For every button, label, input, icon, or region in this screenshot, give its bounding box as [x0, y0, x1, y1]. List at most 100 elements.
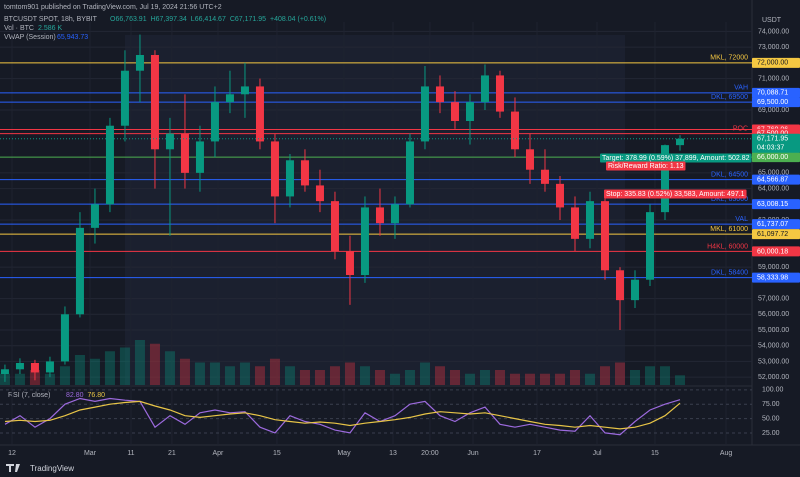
volume-bar — [194, 362, 205, 385]
current-price-label: 67,171.95 — [757, 136, 788, 143]
volume-bar — [389, 373, 400, 385]
x-tick-label: 12 — [8, 450, 16, 457]
candle-body — [375, 207, 384, 224]
price-box — [752, 246, 800, 257]
level-label: DKL, 58400 — [711, 269, 748, 276]
vwap-value: 65,943.73 — [57, 34, 88, 41]
x-tick-label: 11 — [127, 450, 134, 457]
candle-body — [0, 369, 9, 374]
price-box — [752, 152, 800, 163]
volume-bar — [674, 375, 685, 385]
session-range — [125, 35, 625, 385]
volume-bar — [179, 358, 190, 385]
candle-body — [225, 94, 234, 103]
price-box-label: 58,333.98 — [757, 274, 788, 281]
candle-body — [75, 227, 84, 315]
symbol: BTCUSDT SPOT, 18h, BYBIT — [4, 16, 98, 23]
volume-bar — [644, 366, 655, 385]
volume-bar — [659, 366, 670, 385]
volume-bar — [74, 355, 85, 385]
level-label: POC — [733, 125, 748, 132]
volume-bar — [569, 370, 580, 385]
volume-bar — [164, 351, 175, 385]
volume-bar — [599, 366, 610, 385]
y-tick-label: 59,000.00 — [758, 264, 789, 271]
candle-body — [510, 111, 519, 150]
x-tick-label: 15 — [651, 450, 659, 457]
level-label: H4KL, 60000 — [707, 243, 748, 250]
y-tick-label: 55,000.00 — [758, 327, 789, 334]
candle-body — [540, 169, 549, 184]
ohlc-value: L66,414.67 — [191, 16, 226, 23]
volume-value: 2.586 K — [38, 25, 62, 32]
x-tick-label: 20:00 — [421, 450, 439, 457]
price-box — [752, 87, 800, 98]
candle-body — [30, 363, 39, 373]
trade-annotation: Stop: 335.83 (0.52%) 33,583, Amount: 497… — [606, 191, 745, 198]
candle-body — [135, 55, 144, 71]
candle-body — [180, 133, 189, 173]
x-tick-label: Jun — [467, 450, 478, 457]
volume-bar — [344, 362, 355, 385]
volume-bar — [119, 347, 130, 385]
candle-body — [210, 102, 219, 142]
price-box — [752, 229, 800, 240]
y-tick-label: 53,000.00 — [758, 358, 789, 365]
candle-body — [60, 314, 69, 362]
candle-body — [615, 270, 624, 301]
y-tick-label: 50.00 — [762, 415, 780, 422]
volume-bar — [14, 373, 25, 385]
rsi-legend-value: 82.80 — [66, 392, 84, 399]
volume-bar — [479, 370, 490, 385]
candle-body — [405, 141, 414, 205]
candle-body — [480, 75, 489, 103]
price-box-label: 66,000.00 — [757, 154, 788, 161]
volume-bar — [254, 366, 265, 385]
candle-body — [195, 141, 204, 173]
price-box-label: 72,000.00 — [757, 60, 788, 67]
candle-body — [435, 86, 444, 103]
price-box — [752, 97, 800, 108]
level-label: VAH — [734, 85, 748, 92]
candle-body — [450, 102, 459, 121]
y-tick-label: 56,000.00 — [758, 311, 789, 318]
candle-body — [45, 361, 54, 373]
level-label: MKL, 61000 — [710, 226, 748, 233]
brand-logo — [6, 464, 20, 472]
volume-bar — [239, 362, 250, 385]
volume-bar — [284, 366, 295, 385]
y-tick-label: 100.00 — [762, 387, 784, 394]
y-tick-label: 25.00 — [762, 430, 780, 437]
candle-body — [675, 138, 684, 146]
candle-body — [165, 133, 174, 150]
price-box — [752, 199, 800, 210]
y-tick-label: 52,000.00 — [758, 374, 789, 381]
y-tick-label: 57,000.00 — [758, 295, 789, 302]
volume-bar — [269, 358, 280, 385]
price-box — [752, 133, 800, 153]
volume-bar — [524, 373, 535, 385]
volume-bar — [629, 370, 640, 385]
candle-body — [255, 86, 264, 142]
price-box — [752, 174, 800, 185]
candle-body — [420, 86, 429, 142]
y-tick-label: 73,000.00 — [758, 44, 789, 51]
volume-bar — [359, 366, 370, 385]
rsi-legend-value: 76.80 — [88, 392, 106, 399]
candle-body — [495, 75, 504, 112]
price-box — [752, 57, 800, 68]
candle-body — [525, 149, 534, 170]
candle-body — [240, 86, 249, 95]
price-box-label: 61,097.72 — [757, 231, 788, 238]
level-label: MKL, 72000 — [710, 55, 748, 62]
x-tick-label: Jul — [593, 450, 602, 457]
y-tick-label: 54,000.00 — [758, 343, 789, 350]
x-tick-label: Mar — [84, 450, 97, 457]
candle-body — [600, 201, 609, 271]
rsi-line — [4, 400, 681, 430]
volume-bar — [449, 370, 460, 385]
volume-bar — [434, 366, 445, 385]
x-tick-label: May — [337, 450, 351, 457]
